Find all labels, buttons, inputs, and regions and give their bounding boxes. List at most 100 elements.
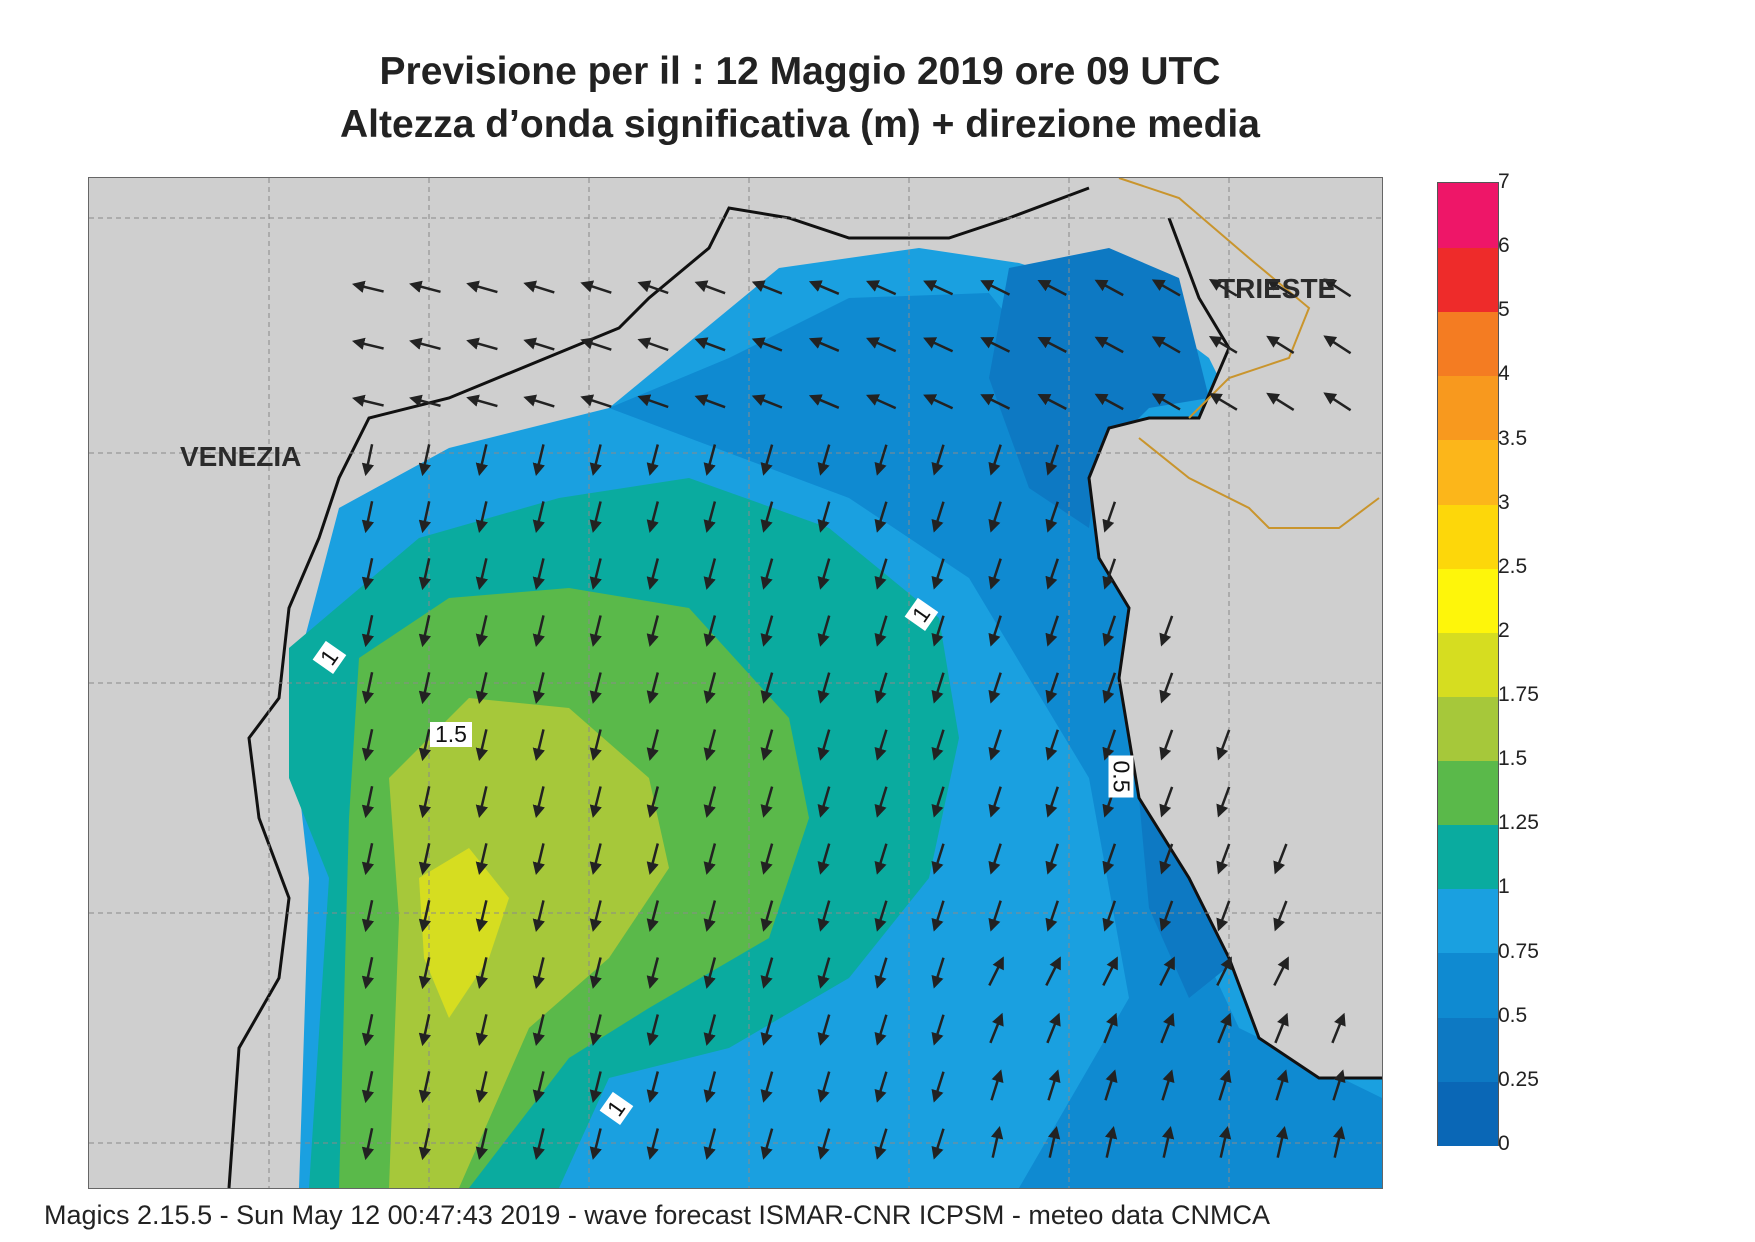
wave-direction-arrow xyxy=(532,444,545,477)
wave-direction-arrow xyxy=(532,615,545,648)
wave-direction-arrow xyxy=(1323,392,1352,412)
wave-direction-arrow xyxy=(703,672,717,704)
wave-direction-arrow xyxy=(646,786,660,818)
land-west xyxy=(89,178,619,1188)
wave-direction-arrow xyxy=(532,843,545,876)
wave-direction-arrow xyxy=(589,444,602,476)
wave-direction-arrow xyxy=(931,501,945,533)
wave-direction-arrow xyxy=(866,337,897,353)
wave-direction-arrow xyxy=(931,900,945,932)
wave-direction-arrow xyxy=(1161,1125,1175,1158)
wave-direction-arrow xyxy=(817,1071,831,1103)
wave-direction-arrow xyxy=(532,786,545,819)
sea-zone-7 xyxy=(419,848,509,1018)
wave-direction-arrow xyxy=(1104,1069,1118,1101)
wave-direction-arrow xyxy=(760,615,774,647)
colorbar-segment xyxy=(1438,183,1498,248)
wave-direction-arrow xyxy=(980,280,1011,296)
wave-direction-arrow xyxy=(874,1014,888,1046)
colorbar-segment xyxy=(1438,696,1498,762)
wave-direction-arrow xyxy=(931,957,945,989)
contour-label-1.5: 1.5 xyxy=(430,722,472,747)
wave-direction-arrow xyxy=(475,957,488,990)
wave-direction-arrow xyxy=(532,1014,545,1047)
wave-direction-arrow xyxy=(931,843,945,875)
sea-zone-2 xyxy=(989,248,1209,528)
wave-direction-arrow xyxy=(931,1071,945,1103)
wave-direction-arrow xyxy=(874,672,888,704)
colorbar-tick-label: 4 xyxy=(1498,362,1510,386)
wave-direction-arrow xyxy=(646,843,660,875)
colorbar-tick-label: 7 xyxy=(1498,170,1510,193)
wave-direction-arrow xyxy=(1218,1069,1232,1101)
wave-direction-arrow xyxy=(751,280,783,295)
wave-direction-arrow xyxy=(1045,843,1059,875)
wave-direction-arrow xyxy=(1094,279,1124,297)
wave-direction-arrow xyxy=(1102,900,1117,932)
wave-direction-arrow xyxy=(874,843,888,875)
wave-direction-arrow xyxy=(751,337,783,352)
wave-direction-arrow xyxy=(694,280,726,295)
wave-direction-arrow xyxy=(523,337,555,351)
colorbar-tick-label: 2.5 xyxy=(1498,554,1528,578)
wave-direction-arrow xyxy=(874,786,888,818)
wave-direction-arrow xyxy=(1046,1012,1061,1044)
wave-direction-arrow xyxy=(589,1071,602,1103)
colorbar-segment xyxy=(1438,1080,1498,1146)
wave-direction-arrow xyxy=(1159,900,1174,932)
wave-direction-arrow xyxy=(874,729,888,761)
wave-direction-arrow xyxy=(1323,335,1352,355)
wave-direction-arrow xyxy=(580,394,612,408)
wave-direction-arrow xyxy=(874,444,888,476)
wave-direction-arrow xyxy=(760,444,774,476)
wave-direction-arrow xyxy=(475,501,488,534)
wave-direction-arrow xyxy=(580,280,612,294)
wave-direction-arrow xyxy=(361,672,375,705)
wave-direction-arrow xyxy=(466,394,498,408)
wave-direction-arrow xyxy=(1037,336,1067,354)
colorbar-segment xyxy=(1438,824,1498,890)
wave-direction-arrow xyxy=(1159,615,1174,647)
wave-direction-arrow xyxy=(703,786,717,818)
wave-direction-arrow xyxy=(808,280,840,295)
wave-direction-arrow xyxy=(361,1071,375,1104)
wave-direction-arrow xyxy=(1102,672,1117,704)
wave-direction-arrow xyxy=(988,501,1002,533)
wave-direction-arrow xyxy=(703,1071,717,1103)
wave-direction-arrow xyxy=(760,558,774,590)
wave-direction-arrow xyxy=(1102,615,1117,647)
wave-direction-arrow xyxy=(1104,1125,1118,1158)
wave-direction-arrow xyxy=(817,957,831,989)
wave-direction-arrow xyxy=(1045,729,1059,761)
wave-direction-arrow xyxy=(817,615,831,647)
wave-direction-arrow xyxy=(418,957,432,990)
colorbar-tick-label: 5 xyxy=(1498,298,1510,322)
wave-direction-arrow xyxy=(361,786,375,819)
wave-direction-arrow xyxy=(361,615,375,648)
wave-direction-arrow xyxy=(589,501,602,533)
wave-direction-arrow xyxy=(866,394,897,410)
wave-direction-arrow xyxy=(931,1014,945,1046)
wave-direction-arrow xyxy=(1273,843,1288,875)
wave-direction-arrow xyxy=(418,615,432,648)
wave-direction-arrow xyxy=(694,337,726,352)
wave-direction-arrow xyxy=(418,444,432,477)
map-panel xyxy=(88,177,1383,1189)
colorbar-segment xyxy=(1438,439,1498,505)
footer-credits: Magics 2.15.5 - Sun May 12 00:47:43 2019… xyxy=(44,1200,1270,1230)
colorbar-tick-label: 0.25 xyxy=(1498,1067,1539,1091)
wave-direction-arrow xyxy=(760,501,774,533)
wave-direction-arrow xyxy=(1273,956,1289,986)
wave-direction-arrow xyxy=(1275,1125,1289,1158)
wave-direction-arrow xyxy=(931,1128,945,1160)
wave-direction-arrow xyxy=(532,1128,545,1161)
wave-direction-arrow xyxy=(646,957,660,989)
wave-direction-arrow xyxy=(589,786,602,818)
wave-direction-arrow xyxy=(418,558,432,591)
wave-direction-arrow xyxy=(1266,392,1295,411)
wave-direction-arrow xyxy=(1047,1069,1061,1101)
wave-direction-arrow xyxy=(703,444,717,476)
colorbar-segment xyxy=(1438,760,1498,826)
wave-direction-arrow xyxy=(589,729,602,761)
wave-direction-arrow xyxy=(418,843,432,876)
